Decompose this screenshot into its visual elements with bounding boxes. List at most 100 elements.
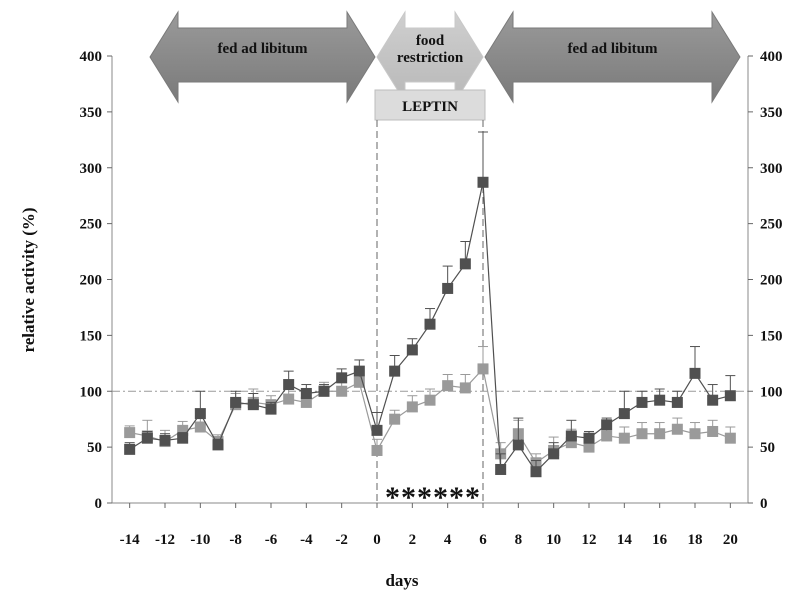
y-tick-label-right: 100	[760, 384, 783, 400]
phase-label-line: restriction	[397, 50, 464, 66]
y-tick-label-left: 150	[80, 328, 103, 344]
x-tick-label: -12	[155, 532, 175, 548]
y-tick-label-right: 400	[760, 49, 783, 65]
data-point	[671, 396, 683, 408]
x-tick-label: 14	[617, 532, 633, 548]
data-point	[283, 393, 295, 405]
data-point	[724, 432, 736, 444]
y-tick-label-right: 50	[760, 440, 775, 456]
phase-arrow	[149, 10, 376, 104]
x-tick-label: -6	[265, 532, 278, 548]
data-point	[530, 466, 542, 478]
data-point	[707, 425, 719, 437]
x-tick-label: -8	[229, 532, 242, 548]
x-tick-label: -14	[120, 532, 140, 548]
x-tick-label: 4	[444, 532, 452, 548]
y-tick-label-left: 50	[87, 440, 102, 456]
data-point	[141, 432, 153, 444]
data-point	[336, 385, 348, 397]
data-point	[247, 399, 259, 411]
data-point	[336, 372, 348, 384]
x-tick-label: 2	[409, 532, 417, 548]
y-tick-label-left: 100	[80, 384, 103, 400]
data-point	[265, 403, 277, 415]
data-point	[389, 413, 401, 425]
y-tick-label-right: 0	[760, 496, 768, 512]
data-point	[707, 394, 719, 406]
data-point	[477, 176, 489, 188]
phase-arrow	[376, 10, 484, 104]
series-group	[124, 131, 736, 478]
data-point	[724, 390, 736, 402]
x-tick-label: 10	[546, 532, 561, 548]
data-point	[194, 421, 206, 433]
data-point	[124, 443, 136, 455]
data-point	[477, 363, 489, 375]
data-point	[689, 367, 701, 379]
data-point	[512, 439, 524, 451]
data-point	[601, 419, 613, 431]
phase-label-line: food	[416, 33, 445, 49]
data-point	[442, 282, 454, 294]
y-tick-label-left: 350	[80, 105, 103, 121]
data-point	[300, 396, 312, 408]
y-tick-label-left: 300	[80, 161, 103, 177]
data-point	[583, 441, 595, 453]
data-point	[212, 439, 224, 451]
data-point	[371, 444, 383, 456]
x-tick-label: 18	[688, 532, 703, 548]
y-tick-label-right: 200	[760, 273, 783, 289]
data-point	[406, 344, 418, 356]
x-tick-label: 6	[479, 532, 487, 548]
data-point	[459, 258, 471, 270]
data-point	[389, 365, 401, 377]
x-tick-label: -2	[335, 532, 348, 548]
data-point	[618, 432, 630, 444]
data-point	[495, 463, 507, 475]
y-axis-title: relative activity (%)	[19, 207, 38, 352]
data-point	[601, 430, 613, 442]
data-point	[194, 408, 206, 420]
data-point	[353, 376, 365, 388]
data-point	[654, 394, 666, 406]
y-tick-label-left: 250	[80, 217, 103, 233]
x-tick-label: 0	[373, 532, 381, 548]
x-tick-label: -10	[190, 532, 210, 548]
data-point	[283, 379, 295, 391]
phase-arrow	[484, 10, 741, 104]
data-point	[177, 432, 189, 444]
data-point	[548, 448, 560, 460]
y-tick-label-right: 150	[760, 328, 783, 344]
data-point	[459, 382, 471, 394]
data-point	[565, 437, 577, 449]
y-tick-label-left: 0	[95, 496, 103, 512]
labels-layer: relative activity (%) days ******	[19, 207, 481, 590]
data-point	[583, 432, 595, 444]
x-tick-label: 16	[652, 532, 668, 548]
data-point	[636, 396, 648, 408]
data-point	[689, 428, 701, 440]
data-point	[424, 394, 436, 406]
data-point	[353, 365, 365, 377]
data-point	[671, 423, 683, 435]
x-tick-label: 20	[723, 532, 738, 548]
data-point	[442, 380, 454, 392]
y-tick-label-right: 350	[760, 105, 783, 121]
y-tick-label-right: 250	[760, 217, 783, 233]
data-point	[371, 424, 383, 436]
data-point	[424, 318, 436, 330]
significance-marks: ******	[385, 481, 481, 514]
data-point	[406, 401, 418, 413]
treatment-label: LEPTIN	[402, 99, 458, 115]
data-point	[230, 396, 242, 408]
data-point	[618, 408, 630, 420]
data-point	[654, 428, 666, 440]
x-axis-title: days	[385, 571, 418, 590]
treatment-box	[374, 89, 486, 121]
data-point	[300, 387, 312, 399]
data-point	[159, 434, 171, 446]
